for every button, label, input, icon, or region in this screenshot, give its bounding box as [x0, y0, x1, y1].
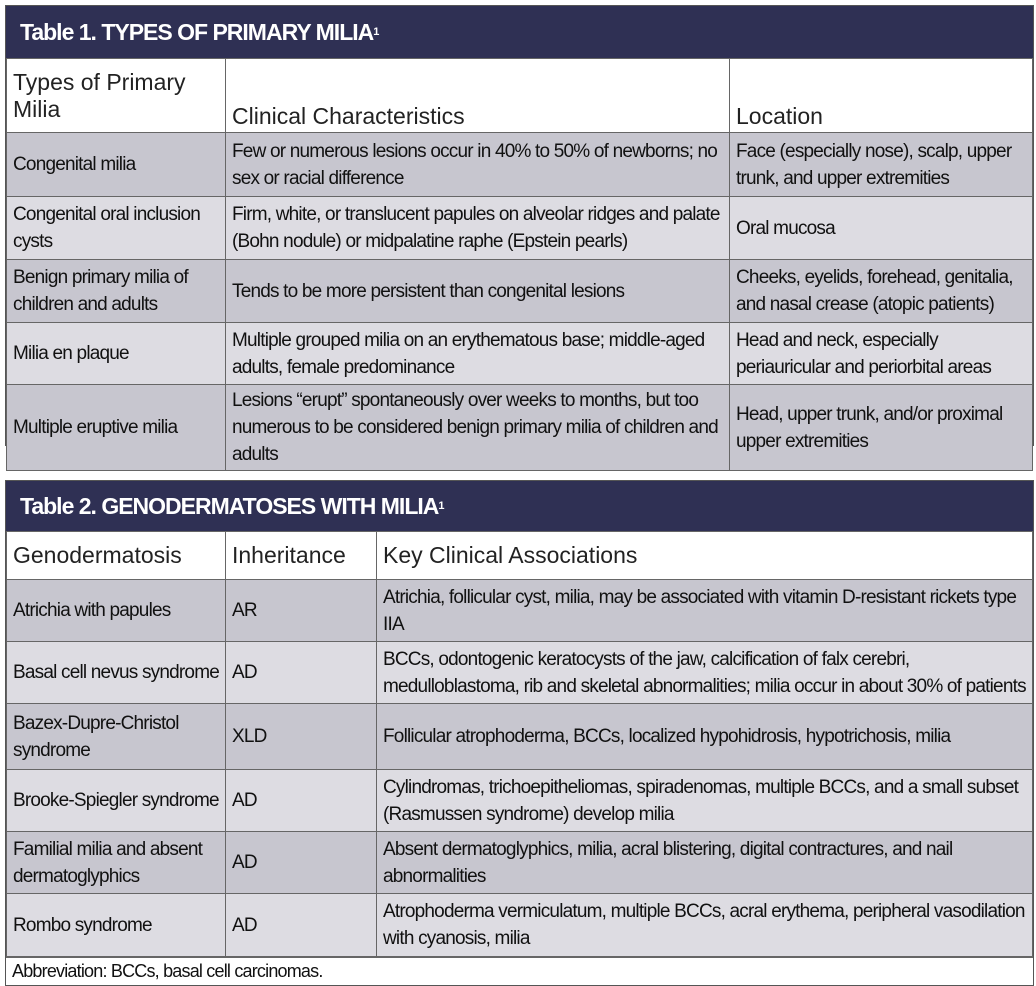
table-footnote: Abbreviation: BCCs, basal cell carcinoma…: [6, 957, 1033, 985]
table-cell: Cheeks, eyelids, forehead, genitalia, an…: [729, 259, 1033, 323]
table-cell: Atrichia with papules: [6, 579, 226, 642]
table-cell: Tends to be more persistent than congeni…: [225, 259, 730, 323]
table-cell: Bazex-Dupre-Christol syndrome: [6, 703, 226, 770]
title-text: Table 2. GENODERMATOSES WITH MILIA: [20, 492, 439, 519]
table-row: Atrichia with papules AR Atrichia, follicu…: [6, 579, 1033, 642]
header-row: Types of Primary Milia Clinical Character…: [6, 58, 1033, 133]
column-header: Key Clinical Associations: [376, 531, 1033, 580]
table-cell: Oral mucosa: [729, 196, 1033, 260]
table-cell: Lesions “erupt” spontaneously over weeks…: [225, 384, 730, 471]
table-row: Familial milia and absent dermatoglyphic…: [6, 831, 1033, 894]
title-text: Table 1. TYPES OF PRIMARY MILIA: [20, 18, 374, 45]
table-row: Congenital milia Few or numerous lesions …: [6, 132, 1033, 197]
table-cell: Multiple eruptive milia: [6, 384, 226, 471]
table-cell: Congenital oral inclusion cysts: [6, 196, 226, 260]
header-row: Genodermatosis Inheritance Key Clinical As…: [6, 531, 1033, 580]
table-row: Basal cell nevus syndrome AD BCCs, odontog…: [6, 641, 1033, 704]
table-cell: Head, upper trunk, and/or proximal upper…: [729, 384, 1033, 471]
table-row: Congenital oral inclusion cysts Firm, whi…: [6, 196, 1033, 260]
table-cell: Face (especially nose), scalp, upper tru…: [729, 132, 1033, 197]
table-cell: Benign primary milia of children and adu…: [6, 259, 226, 323]
table-title: Table 2. GENODERMATOSES WITH MILIA 1: [6, 481, 1033, 531]
table-genodermatoses-with-milia: Table 2. GENODERMATOSES WITH MILIA 1 Geno…: [5, 480, 1034, 986]
table-cell: Atrophoderma vermiculatum, multiple BCCs…: [376, 893, 1033, 957]
table-cell: Basal cell nevus syndrome: [6, 641, 226, 704]
table-cell: Firm, white, or translucent papules on a…: [225, 196, 730, 260]
table-body: Types of Primary Milia Clinical Character…: [6, 58, 1033, 471]
column-header: Types of Primary Milia: [6, 58, 226, 133]
table-cell: Congenital milia: [6, 132, 226, 197]
column-header: Genodermatosis: [6, 531, 226, 580]
table-cell: AD: [225, 641, 377, 704]
table-row: Multiple eruptive milia Lesions “erupt” s…: [6, 384, 1033, 471]
table-cell: Familial milia and absent dermatoglyphic…: [6, 831, 226, 894]
table-title: Table 1. TYPES OF PRIMARY MILIA 1: [6, 6, 1033, 58]
table-cell: Absent dermatoglyphics, milia, acral bli…: [376, 831, 1033, 894]
table-cell: Brooke-Spiegler syndrome: [6, 769, 226, 832]
table-cell: AD: [225, 769, 377, 832]
table-body: Genodermatosis Inheritance Key Clinical As…: [6, 531, 1033, 957]
table-cell: XLD: [225, 703, 377, 770]
table-cell: Multiple grouped milia on an erythematou…: [225, 322, 730, 385]
table-cell: Few or numerous lesions occur in 40% to …: [225, 132, 730, 197]
table-cell: AD: [225, 831, 377, 894]
table-cell: Rombo syndrome: [6, 893, 226, 957]
table-row: Bazex-Dupre-Christol syndrome XLD Follicul…: [6, 703, 1033, 770]
table-cell: BCCs, odontogenic keratocysts of the jaw…: [376, 641, 1033, 704]
column-header: Clinical Characteristics: [225, 58, 730, 133]
table-cell: AR: [225, 579, 377, 642]
table-row: Brooke-Spiegler syndrome AD Cylindromas, t…: [6, 769, 1033, 832]
footnote-ref: 1: [373, 26, 379, 38]
table-cell: Cylindromas, trichoepitheliomas, spirade…: [376, 769, 1033, 832]
table-row: Benign primary milia of children and adu…: [6, 259, 1033, 323]
column-header: Location: [729, 58, 1033, 133]
table-cell: Milia en plaque: [6, 322, 226, 385]
table-cell: Atrichia, follicular cyst, milia, may be…: [376, 579, 1033, 642]
table-cell: Head and neck, especially periauricular …: [729, 322, 1033, 385]
table-cell: Follicular atrophoderma, BCCs, localized…: [376, 703, 1033, 770]
footnote-ref: 1: [438, 500, 444, 512]
table-types-of-primary-milia: Table 1. TYPES OF PRIMARY MILIA 1 Types o…: [5, 5, 1034, 471]
table-row: Milia en plaque Multiple grouped milia on…: [6, 322, 1033, 385]
table-row: Rombo syndrome AD Atrophoderma vermiculatu…: [6, 893, 1033, 957]
table-cell: AD: [225, 893, 377, 957]
column-header: Inheritance: [225, 531, 377, 580]
